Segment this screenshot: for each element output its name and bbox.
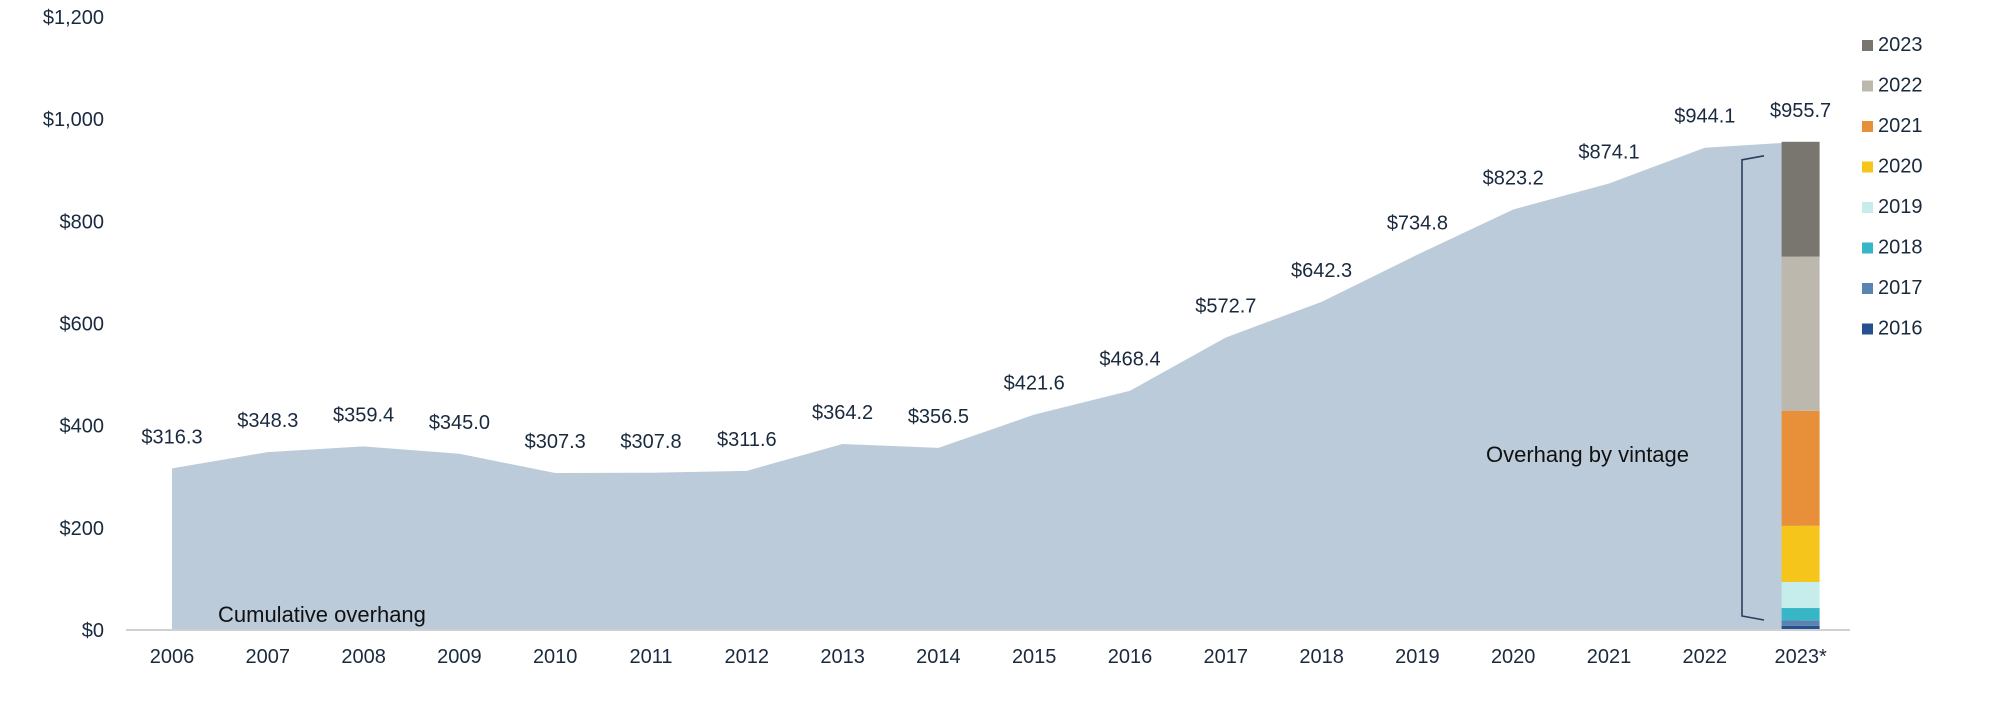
legend-swatch xyxy=(1862,242,1873,254)
y-tick-label: $600 xyxy=(60,314,105,336)
overhang-by-vintage-bar xyxy=(1781,141,1820,630)
data-label: $307.3 xyxy=(525,431,586,453)
x-tick-label: 2012 xyxy=(725,646,770,668)
overhang-by-vintage-label: Overhang by vintage xyxy=(1486,442,1689,467)
bar-segment-2018 xyxy=(1781,608,1820,621)
data-label: $311.6 xyxy=(717,429,777,451)
x-tick-label: 2020 xyxy=(1491,646,1536,668)
y-tick-label: $400 xyxy=(60,416,105,438)
data-label: $734.8 xyxy=(1387,213,1448,235)
x-axis: 2006 2007 2008 2009 2010 2011 2012 2013 2014 2015… xyxy=(150,646,1827,668)
x-tick-label: 2008 xyxy=(341,646,386,668)
legend-label: 2017 xyxy=(1878,277,1923,299)
legend-label: 2023 xyxy=(1878,34,1923,56)
x-tick-label: 2014 xyxy=(916,646,961,668)
legend-label: 2018 xyxy=(1878,237,1923,259)
x-tick-label: 2019 xyxy=(1395,646,1440,668)
x-tick-label: 2011 xyxy=(629,646,672,668)
legend-label: 2016 xyxy=(1878,318,1923,340)
data-label: $356.5 xyxy=(908,406,969,428)
data-label: $823.2 xyxy=(1483,167,1544,189)
x-tick-label: 2023* xyxy=(1774,646,1826,668)
legend-label: 2020 xyxy=(1878,156,1923,178)
data-label: $874.1 xyxy=(1578,141,1639,163)
data-label: $642.3 xyxy=(1291,260,1352,282)
bar-segment-2021 xyxy=(1781,410,1820,526)
legend-swatch xyxy=(1862,121,1873,132)
data-label: $572.7 xyxy=(1195,295,1256,317)
data-label: $364.2 xyxy=(812,402,873,424)
legend-swatch xyxy=(1862,323,1873,335)
x-tick-label: 2010 xyxy=(533,646,578,668)
x-tick-label: 2006 xyxy=(150,646,195,668)
cumulative-overhang-label: Cumulative overhang xyxy=(218,602,426,627)
x-tick-label: 2018 xyxy=(1299,646,1344,668)
bar-segment-2020 xyxy=(1781,525,1820,582)
data-label: $307.8 xyxy=(620,431,681,453)
x-tick-label: 2021 xyxy=(1587,646,1632,668)
data-label: $316.3 xyxy=(141,426,202,448)
y-tick-label: $1,200 xyxy=(43,7,104,29)
bar-segment-2016 xyxy=(1781,625,1820,630)
bar-segment-2023 xyxy=(1781,141,1820,257)
data-label: $359.4 xyxy=(333,404,394,426)
bar-segment-2022 xyxy=(1781,256,1820,411)
data-labels: $316.3 $348.3 $359.4 $345.0 $307.3 $307.8 $311… xyxy=(141,100,1831,453)
x-tick-label: 2013 xyxy=(820,646,865,668)
data-label: $348.3 xyxy=(237,410,298,432)
x-tick-label: 2009 xyxy=(437,646,482,668)
x-tick-label: 2022 xyxy=(1683,646,1728,668)
legend-label: 2022 xyxy=(1878,75,1923,97)
data-label: $468.4 xyxy=(1099,349,1160,371)
y-tick-label: $800 xyxy=(60,211,105,233)
legend-swatch xyxy=(1862,80,1873,92)
legend: 2023 2022 2021 2020 2019 2018 2017 2016 xyxy=(1862,34,1923,340)
data-label: $955.7 xyxy=(1770,100,1831,122)
data-label: $944.1 xyxy=(1674,106,1735,128)
legend-swatch xyxy=(1862,202,1873,213)
y-axis: $0 $200 $400 $600 $800 $1,000 $1,200 xyxy=(43,7,104,642)
y-tick-label: $0 xyxy=(82,620,104,642)
x-tick-label: 2017 xyxy=(1204,646,1249,668)
cumulative-overhang-area xyxy=(172,141,1801,631)
x-tick-label: 2015 xyxy=(1012,646,1057,668)
legend-label: 2021 xyxy=(1878,115,1923,137)
x-tick-label: 2007 xyxy=(246,646,291,668)
legend-swatch xyxy=(1862,40,1873,51)
bar-segment-2019 xyxy=(1781,581,1820,609)
bar-segment-2017 xyxy=(1781,620,1820,626)
vintage-bracket xyxy=(1741,155,1765,621)
data-label: $421.6 xyxy=(1004,373,1065,395)
x-tick-label: 2016 xyxy=(1108,646,1153,668)
legend-swatch xyxy=(1862,161,1873,173)
legend-label: 2019 xyxy=(1878,196,1923,218)
y-tick-label: $200 xyxy=(60,518,105,540)
data-label: $345.0 xyxy=(429,412,490,434)
legend-swatch xyxy=(1862,283,1873,294)
y-tick-label: $1,000 xyxy=(43,109,104,131)
